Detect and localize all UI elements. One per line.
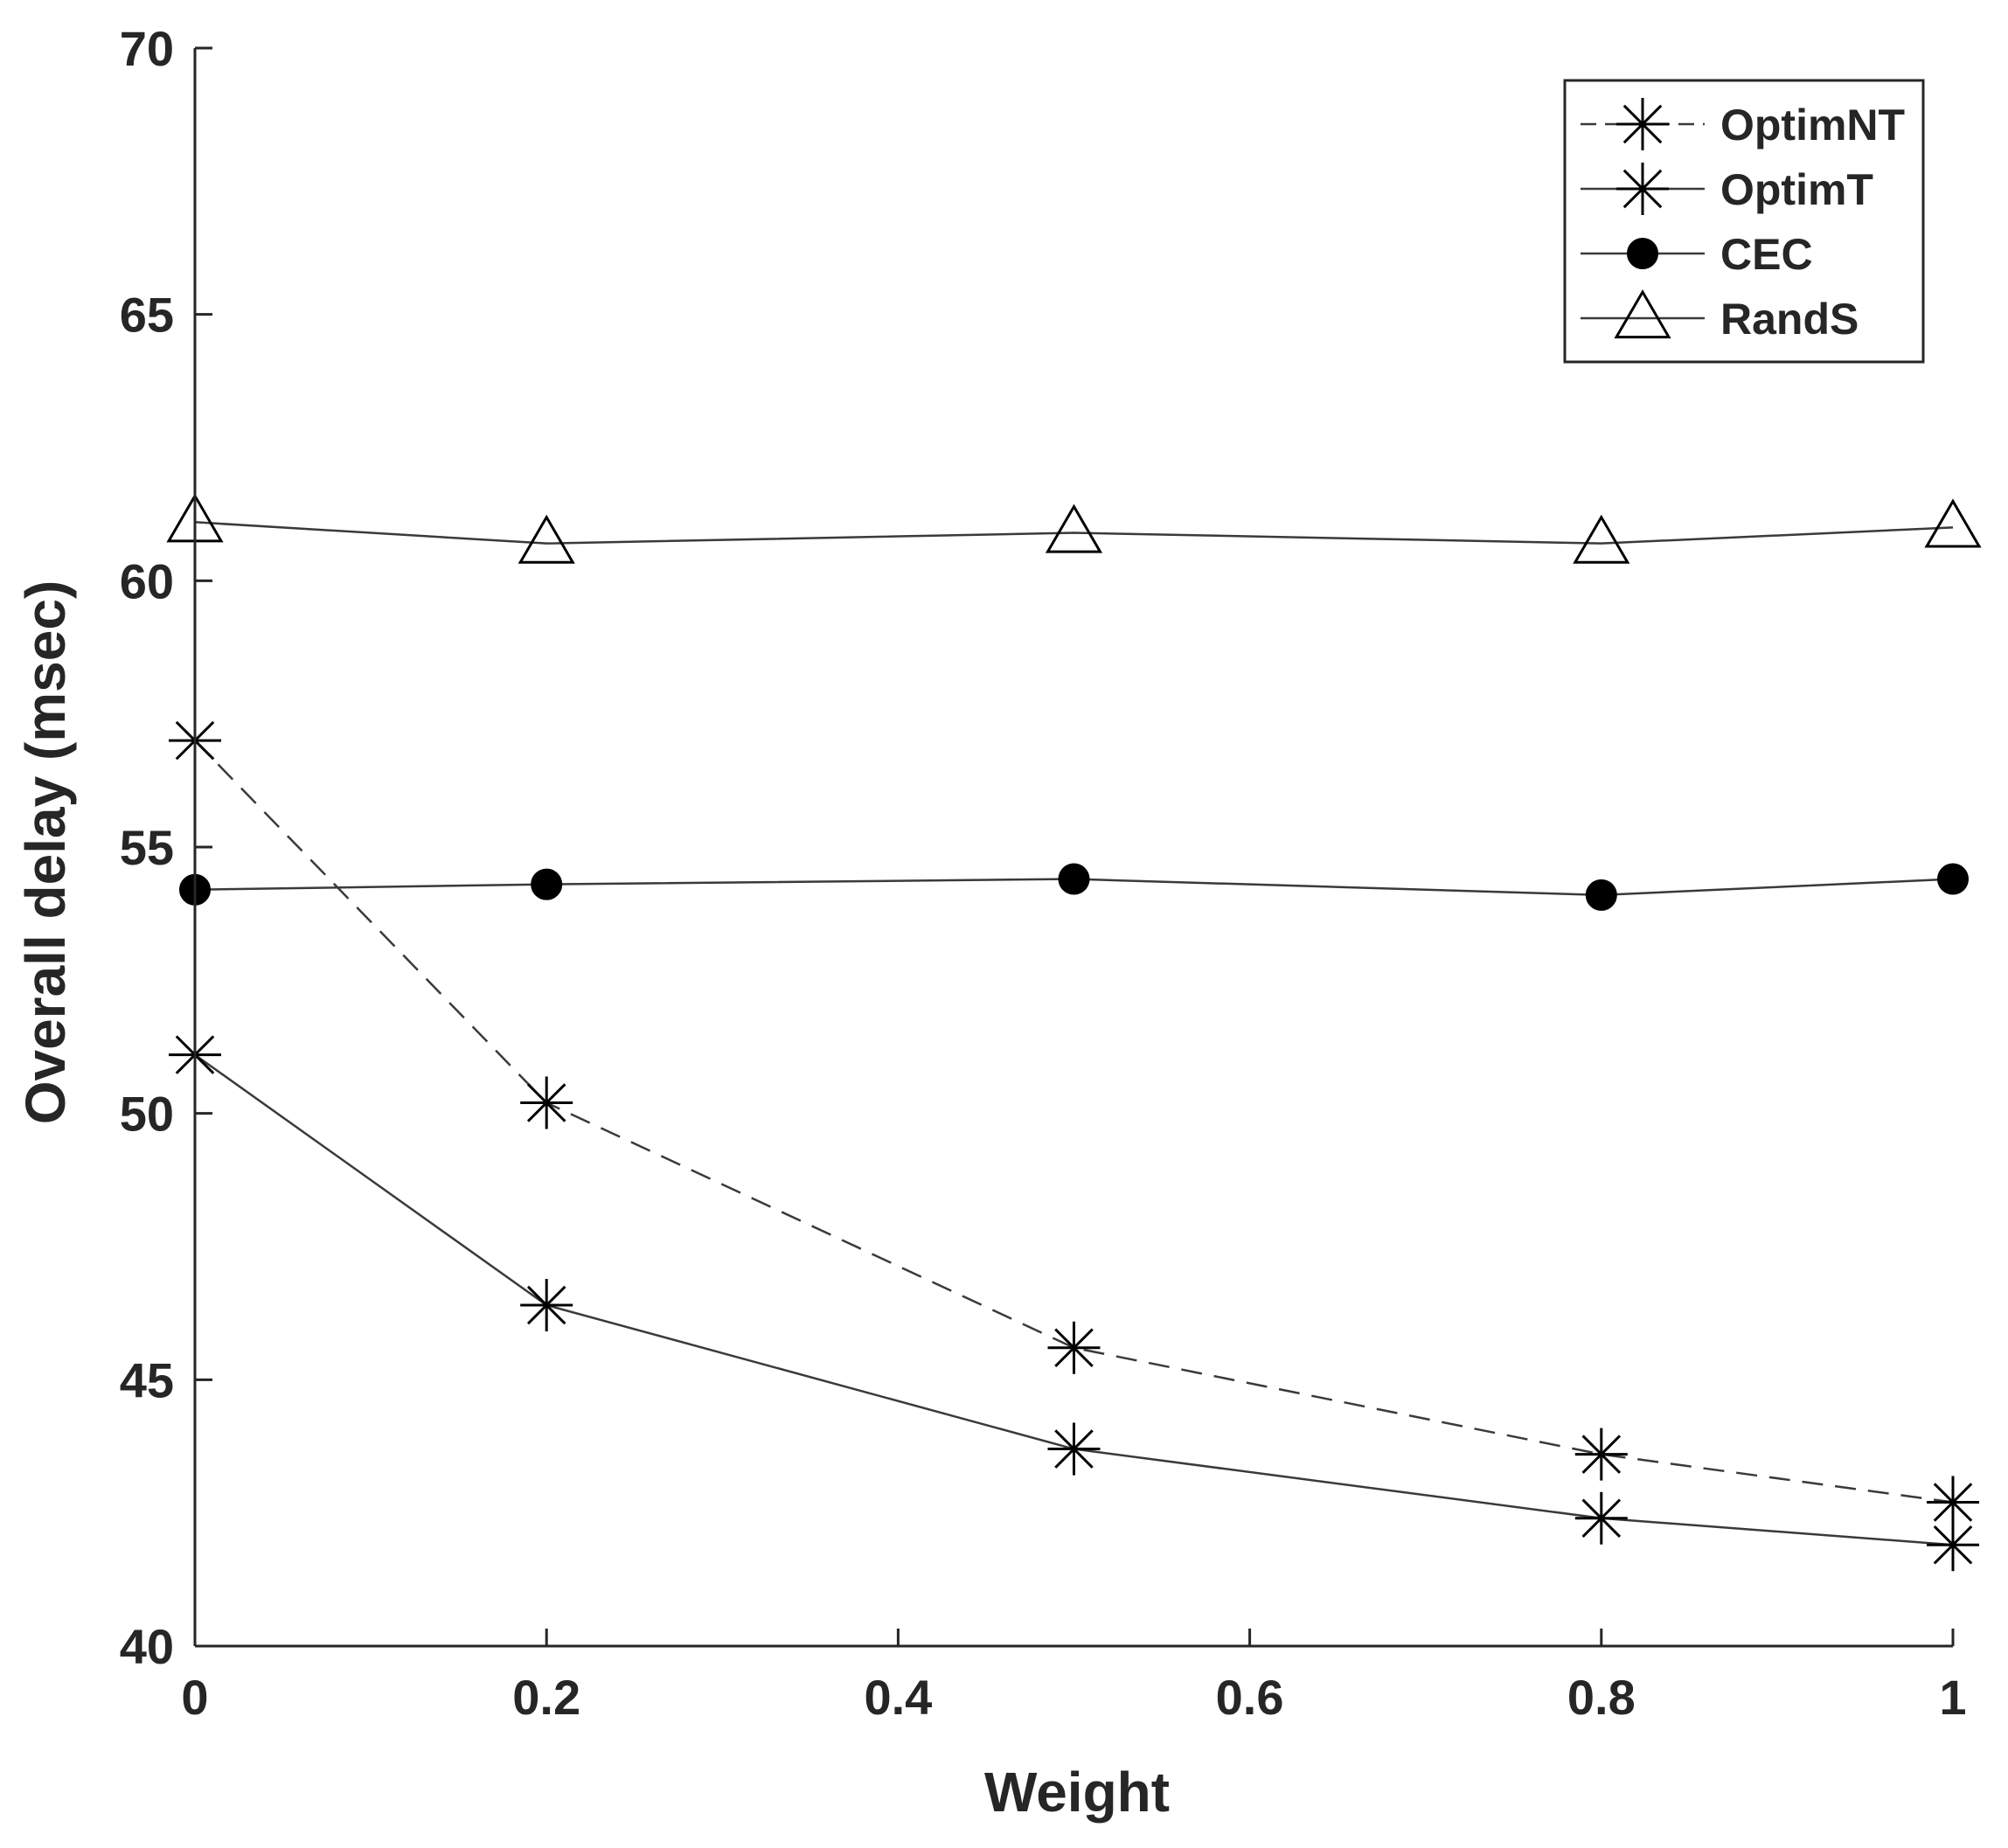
legend-entry-optimnt: OptimNT: [1581, 98, 1905, 150]
data-point-optimt: [1574, 1491, 1628, 1545]
legend-marker: [1614, 289, 1671, 339]
y-axis-label: Overall delay (msec): [14, 580, 77, 1125]
data-point-optimnt: [1574, 1428, 1628, 1481]
y-tick-label: 65: [120, 288, 174, 343]
legend-box: [1563, 79, 1925, 364]
x-tick-label: 0: [181, 1670, 208, 1725]
series-line-rands: [194, 521, 1954, 545]
y-tick-label: 60: [120, 553, 174, 608]
data-point-rands: [1045, 504, 1103, 553]
data-point-cec: [1585, 879, 1617, 911]
data-point-cec: [1937, 863, 1969, 895]
series-layer: [166, 493, 1982, 1572]
legend-label: RandS: [1720, 295, 1859, 344]
legend: OptimNT OptimT CEC RandS: [1563, 79, 1925, 364]
legend-label: OptimNT: [1720, 101, 1905, 149]
x-axis-label: Weight: [984, 1761, 1170, 1824]
series-line-optimnt: [194, 740, 1954, 1504]
data-point-cec: [1058, 863, 1090, 895]
y-tick-label: 70: [120, 21, 174, 76]
y-tick-label: 55: [120, 820, 174, 875]
y-tick-label: 45: [120, 1352, 174, 1407]
x-tick-label: 0.4: [864, 1670, 932, 1725]
data-point-optimnt: [520, 1076, 573, 1129]
data-point-rands: [1573, 514, 1630, 564]
data-point-cec: [531, 868, 563, 900]
data-point-optimt: [1927, 1518, 1979, 1572]
x-tick-label: 0.8: [1567, 1670, 1636, 1725]
x-tick-label: 0.6: [1216, 1670, 1284, 1725]
data-point-rands: [518, 514, 575, 564]
data-point-optimt: [1047, 1422, 1101, 1476]
data-point-optimt: [520, 1279, 573, 1332]
y-tick-label: 40: [120, 1619, 174, 1674]
data-point-optimnt: [1047, 1321, 1101, 1374]
legend-marker: [1616, 98, 1669, 150]
legend-entry-cec: CEC: [1581, 230, 1813, 279]
y-tick-label: 50: [120, 1087, 174, 1142]
legend-marker: [1627, 238, 1658, 269]
data-point-rands: [1924, 498, 1982, 548]
legend-label: CEC: [1720, 230, 1813, 279]
x-tick-label: 0.2: [512, 1670, 580, 1725]
axes-layer: 0 0.2 0.4 0.6 0.8 1 40 45 50 55 60 65 70: [120, 21, 1967, 1725]
legend-entry-rands: RandS: [1581, 289, 1859, 344]
legend-label: OptimT: [1720, 165, 1873, 214]
legend-entry-optimt: OptimT: [1581, 163, 1873, 215]
legend-marker: [1616, 163, 1669, 215]
x-tick-label: 1: [1939, 1670, 1966, 1725]
